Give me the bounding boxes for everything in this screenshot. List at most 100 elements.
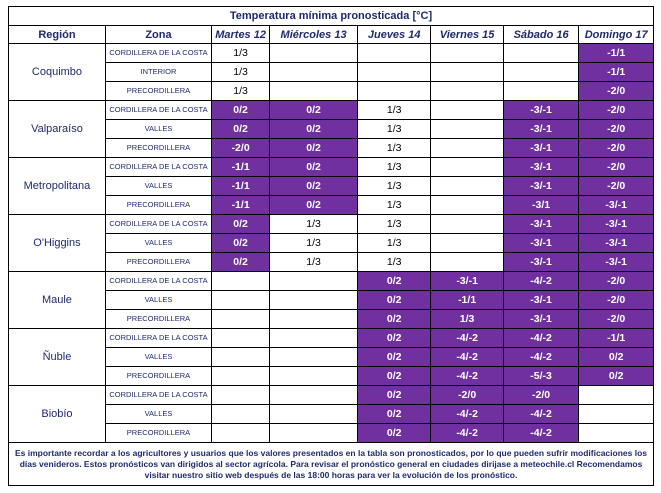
- table-row: VALLES 0/2 -1/1 -3/-1 -2/0: [9, 290, 654, 310]
- forecast-cell: [211, 366, 271, 386]
- forecast-cell: -3/-1: [502, 176, 580, 196]
- forecast-cell: 1/3: [211, 81, 271, 101]
- zona-label: CORDILLERA DE LA COSTA: [104, 385, 213, 405]
- zona-label: PRECORDILLERA: [104, 366, 213, 386]
- forecast-cell: [356, 62, 432, 82]
- forecast-cell: 1/3: [356, 119, 432, 139]
- forecast-cell: 0/2: [211, 233, 271, 253]
- forecast-cell: -3/-1: [502, 309, 580, 329]
- table-row: Biobío CORDILLERA DE LA COSTA 0/2 -2/0 -2/0: [8, 385, 654, 443]
- header-day-martes: Martes 12: [211, 25, 271, 44]
- zona-label: VALLES: [104, 233, 213, 253]
- table-row: Coquimbo CORDILLERA DE LA COSTA 1/3 -1/1: [8, 43, 654, 101]
- forecast-cell: -3/-1: [502, 252, 580, 272]
- forecast-cell: -4/-2: [430, 328, 504, 348]
- forecast-cell: 1/3: [356, 252, 432, 272]
- forecast-cell: -3/-1: [502, 233, 580, 253]
- forecast-cell: -4/-2: [430, 347, 504, 367]
- table-row: Metropolitana CORDILLERA DE LA COSTA -1/1 0…: [8, 157, 654, 215]
- forecast-cell: 0/2: [356, 328, 432, 348]
- forecast-cell: -2/0: [578, 290, 654, 310]
- region-name: Ñuble: [8, 328, 106, 386]
- forecast-cell: -4/-2: [430, 366, 504, 386]
- region-name: Valparaíso: [8, 100, 106, 158]
- forecast-cell: -5/-3: [502, 366, 580, 386]
- forecast-cell: -2/0: [578, 119, 654, 139]
- table-row: O'Higgins CORDILLERA DE LA COSTA 0/2 1/3 1/3…: [8, 214, 654, 272]
- zona-label: CORDILLERA DE LA COSTA: [104, 271, 213, 291]
- forecast-cell: 1/3: [430, 309, 504, 329]
- zona-label: CORDILLERA DE LA COSTA: [104, 157, 213, 177]
- table-row: VALLES -1/1 0/2 1/3 -3/-1 -2/0: [9, 176, 654, 196]
- forecast-cell: -3/-1: [502, 100, 580, 120]
- zona-label: PRECORDILLERA: [104, 195, 213, 215]
- forecast-table-wrapper: Temperatura mínima pronosticada [°C] Reg…: [8, 6, 654, 486]
- forecast-cell: 1/3: [356, 100, 432, 120]
- forecast-cell: 0/2: [269, 119, 358, 139]
- forecast-cell: [269, 385, 358, 405]
- header-zona: Zona: [104, 25, 213, 44]
- forecast-cell: 1/3: [356, 138, 432, 158]
- header-region: Región: [8, 25, 106, 44]
- forecast-cell: [502, 81, 580, 101]
- zona-label: VALLES: [104, 290, 213, 310]
- forecast-cell: [211, 290, 271, 310]
- forecast-cell: [269, 328, 358, 348]
- forecast-cell: [430, 195, 504, 215]
- forecast-cell: -3/-1: [502, 290, 580, 310]
- forecast-cell: 1/3: [356, 157, 432, 177]
- forecast-cell: -4/-2: [502, 271, 580, 291]
- forecast-cell: [211, 404, 271, 424]
- forecast-cell: [211, 385, 271, 405]
- forecast-cell: [269, 404, 358, 424]
- forecast-cell: [269, 43, 358, 63]
- forecast-cell: -2/0: [430, 385, 504, 405]
- forecast-cell: [578, 385, 654, 405]
- forecast-cell: -3/-1: [578, 233, 654, 253]
- zona-label: PRECORDILLERA: [104, 309, 213, 329]
- forecast-cell: -3/-1: [502, 157, 580, 177]
- zona-label: VALLES: [104, 404, 213, 424]
- forecast-cell: [269, 366, 358, 386]
- forecast-cell: [211, 347, 271, 367]
- table-row: PRECORDILLERA 0/2 1/3 1/3 -3/-1 -3/-1: [9, 252, 654, 272]
- table-row: PRECORDILLERA -2/0 0/2 1/3 -3/-1 -2/0: [9, 138, 654, 158]
- footnote: Es importante recordar a los agricultore…: [8, 442, 654, 486]
- forecast-cell: 1/3: [269, 214, 358, 234]
- forecast-cell: 1/3: [356, 214, 432, 234]
- forecast-cell: 0/2: [269, 100, 358, 120]
- zona-label: PRECORDILLERA: [104, 138, 213, 158]
- forecast-cell: 1/3: [356, 195, 432, 215]
- forecast-cell: -4/-2: [502, 404, 580, 424]
- header-day-miercoles: Miércoles 13: [269, 25, 358, 44]
- table-row: VALLES 0/2 1/3 1/3 -3/-1 -3/-1: [9, 233, 654, 253]
- table-row: Ñuble CORDILLERA DE LA COSTA 0/2 -4/-2 -4/-2…: [8, 328, 654, 386]
- forecast-cell: [430, 62, 504, 82]
- forecast-cell: -1/1: [430, 290, 504, 310]
- forecast-cell: [269, 309, 358, 329]
- zona-label: VALLES: [104, 119, 213, 139]
- table-row: VALLES 0/2 -4/-2 -4/-2 0/2: [9, 347, 654, 367]
- forecast-cell: -2/0: [578, 176, 654, 196]
- region-name: Maule: [8, 271, 106, 329]
- forecast-cell: [502, 62, 580, 82]
- forecast-cell: [578, 404, 654, 424]
- forecast-cell: -2/0: [578, 309, 654, 329]
- forecast-cell: [430, 214, 504, 234]
- region-name: Biobío: [8, 385, 106, 443]
- table-row: PRECORDILLERA 0/2 -4/-2 -5/-3 0/2: [9, 366, 654, 386]
- forecast-cell: 0/2: [578, 366, 654, 386]
- header-day-jueves: Jueves 14: [356, 25, 432, 44]
- region-name: O'Higgins: [8, 214, 106, 272]
- forecast-cell: -1/1: [211, 176, 271, 196]
- forecast-cell: [430, 43, 504, 63]
- table-row: INTERIOR 1/3 -1/1: [9, 62, 654, 82]
- forecast-cell: -4/-2: [502, 347, 580, 367]
- zona-label: PRECORDILLERA: [104, 423, 213, 443]
- forecast-cell: [211, 271, 271, 291]
- forecast-cell: -4/-2: [502, 423, 580, 443]
- forecast-cell: [211, 309, 271, 329]
- table-row: PRECORDILLERA 0/2 1/3 -3/-1 -2/0: [9, 309, 654, 329]
- forecast-cell: -2/0: [578, 157, 654, 177]
- forecast-cell: 0/2: [356, 347, 432, 367]
